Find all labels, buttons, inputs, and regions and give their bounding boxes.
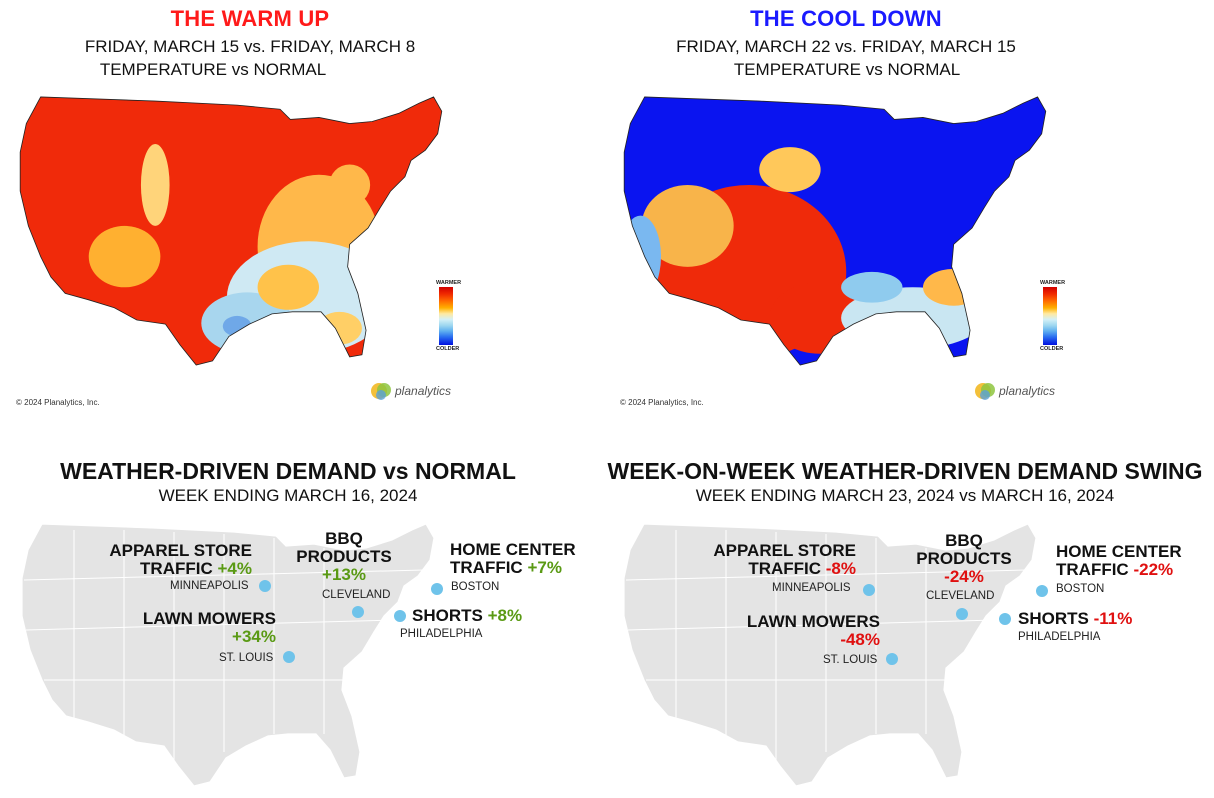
demand-map-right [623, 523, 1037, 787]
copyright-text: © 2024 Planalytics, Inc. [16, 398, 100, 407]
city-dot-minneapolis [259, 580, 271, 592]
legend-color-bar [439, 287, 453, 345]
home-center-metric: HOME CENTER TRAFFIC -22% [1056, 542, 1182, 579]
planalytics-logo: planalytics [974, 380, 1055, 402]
legend-warmer-label: WARMER [436, 280, 462, 286]
city-dot-philadelphia [394, 610, 406, 622]
demand-swing-subtitle: WEEK ENDING MARCH 23, 2024 vs MARCH 16, … [695, 486, 1115, 505]
cool-down-color-legend: WARMER COLDER [1040, 280, 1066, 352]
city-dot-boston [431, 583, 443, 595]
warm-up-date-line: FRIDAY, MARCH 15 vs. FRIDAY, MARCH 8 [84, 37, 416, 56]
demand-swing-title: WEEK-ON-WEEK WEATHER-DRIVEN DEMAND SWING [607, 458, 1203, 484]
city-dot-st-louis [886, 653, 898, 665]
city-label-st-louis: ST. LOUIS [823, 654, 878, 666]
city-label-minneapolis: MINNEAPOLIS [170, 580, 249, 592]
copyright-text: © 2024 Planalytics, Inc. [620, 398, 704, 407]
lawn-mowers-metric: LAWN MOWERS +34% [142, 609, 276, 646]
demand-vs-normal-title: WEATHER-DRIVEN DEMAND vs NORMAL [60, 458, 516, 484]
demand-vs-normal-subtitle: WEEK ENDING MARCH 16, 2024 [158, 486, 418, 505]
warm-up-measure-line: TEMPERATURE vs NORMAL [99, 60, 327, 79]
city-dot-boston [1036, 585, 1048, 597]
home-center-metric: HOME CENTER TRAFFIC +7% [450, 540, 576, 577]
city-label-boston: BOSTON [451, 581, 500, 593]
cool-down-title: THE COOL DOWN [750, 6, 942, 31]
bbq-products-metric: BBQ PRODUCTS -24% [916, 531, 1012, 586]
cool-down-temperature-map [623, 96, 1047, 366]
city-dot-philadelphia [999, 613, 1011, 625]
warm-up-temperature-map [19, 96, 443, 366]
city-dot-cleveland [352, 606, 364, 618]
planalytics-logo: planalytics [370, 380, 451, 402]
legend-colder-label: COLDER [436, 346, 460, 352]
legend-color-bar [1043, 287, 1057, 345]
planalytics-logo-text: planalytics [395, 384, 452, 398]
apparel-traffic-metric: APPAREL STORE TRAFFIC +4% [109, 541, 252, 578]
city-label-st-louis: ST. LOUIS [219, 652, 274, 664]
legend-warmer-label: WARMER [1040, 280, 1066, 286]
bbq-products-metric: BBQ PRODUCTS +13% [296, 529, 392, 584]
cool-down-map-panel: WARMER COLDER © 2024 Planalytics, Inc. p… [612, 82, 1072, 408]
shorts-metric: SHORTS +8% [412, 606, 523, 625]
shorts-metric: SHORTS -11% [1018, 609, 1133, 628]
city-label-cleveland: CLEVELAND [926, 590, 995, 602]
planalytics-logo-icon [371, 383, 391, 400]
apparel-traffic-metric: APPAREL STORE TRAFFIC -8% [713, 541, 856, 578]
planalytics-logo-icon [975, 383, 995, 400]
city-dot-cleveland [956, 608, 968, 620]
city-dot-minneapolis [863, 584, 875, 596]
city-label-cleveland: CLEVELAND [322, 589, 391, 601]
city-label-philadelphia: PHILADELPHIA [400, 628, 483, 640]
cool-down-date-line: FRIDAY, MARCH 22 vs. FRIDAY, MARCH 15 [676, 37, 1016, 56]
city-label-boston: BOSTON [1056, 583, 1105, 595]
planalytics-logo-text: planalytics [999, 384, 1056, 398]
city-label-minneapolis: MINNEAPOLIS [772, 582, 851, 594]
lawn-mowers-metric: LAWN MOWERS -48% [746, 612, 880, 649]
city-dot-st-louis [283, 651, 295, 663]
cool-down-measure-line: TEMPERATURE vs NORMAL [733, 60, 961, 79]
legend-colder-label: COLDER [1040, 346, 1064, 352]
warm-up-title: THE WARM UP [170, 6, 330, 31]
demand-map-left [21, 523, 435, 787]
warm-up-map-panel: WARMER COLDER © 2024 Planalytics, Inc. p… [8, 82, 468, 408]
city-label-philadelphia: PHILADELPHIA [1018, 631, 1101, 643]
warm-up-color-legend: WARMER COLDER [436, 280, 462, 352]
